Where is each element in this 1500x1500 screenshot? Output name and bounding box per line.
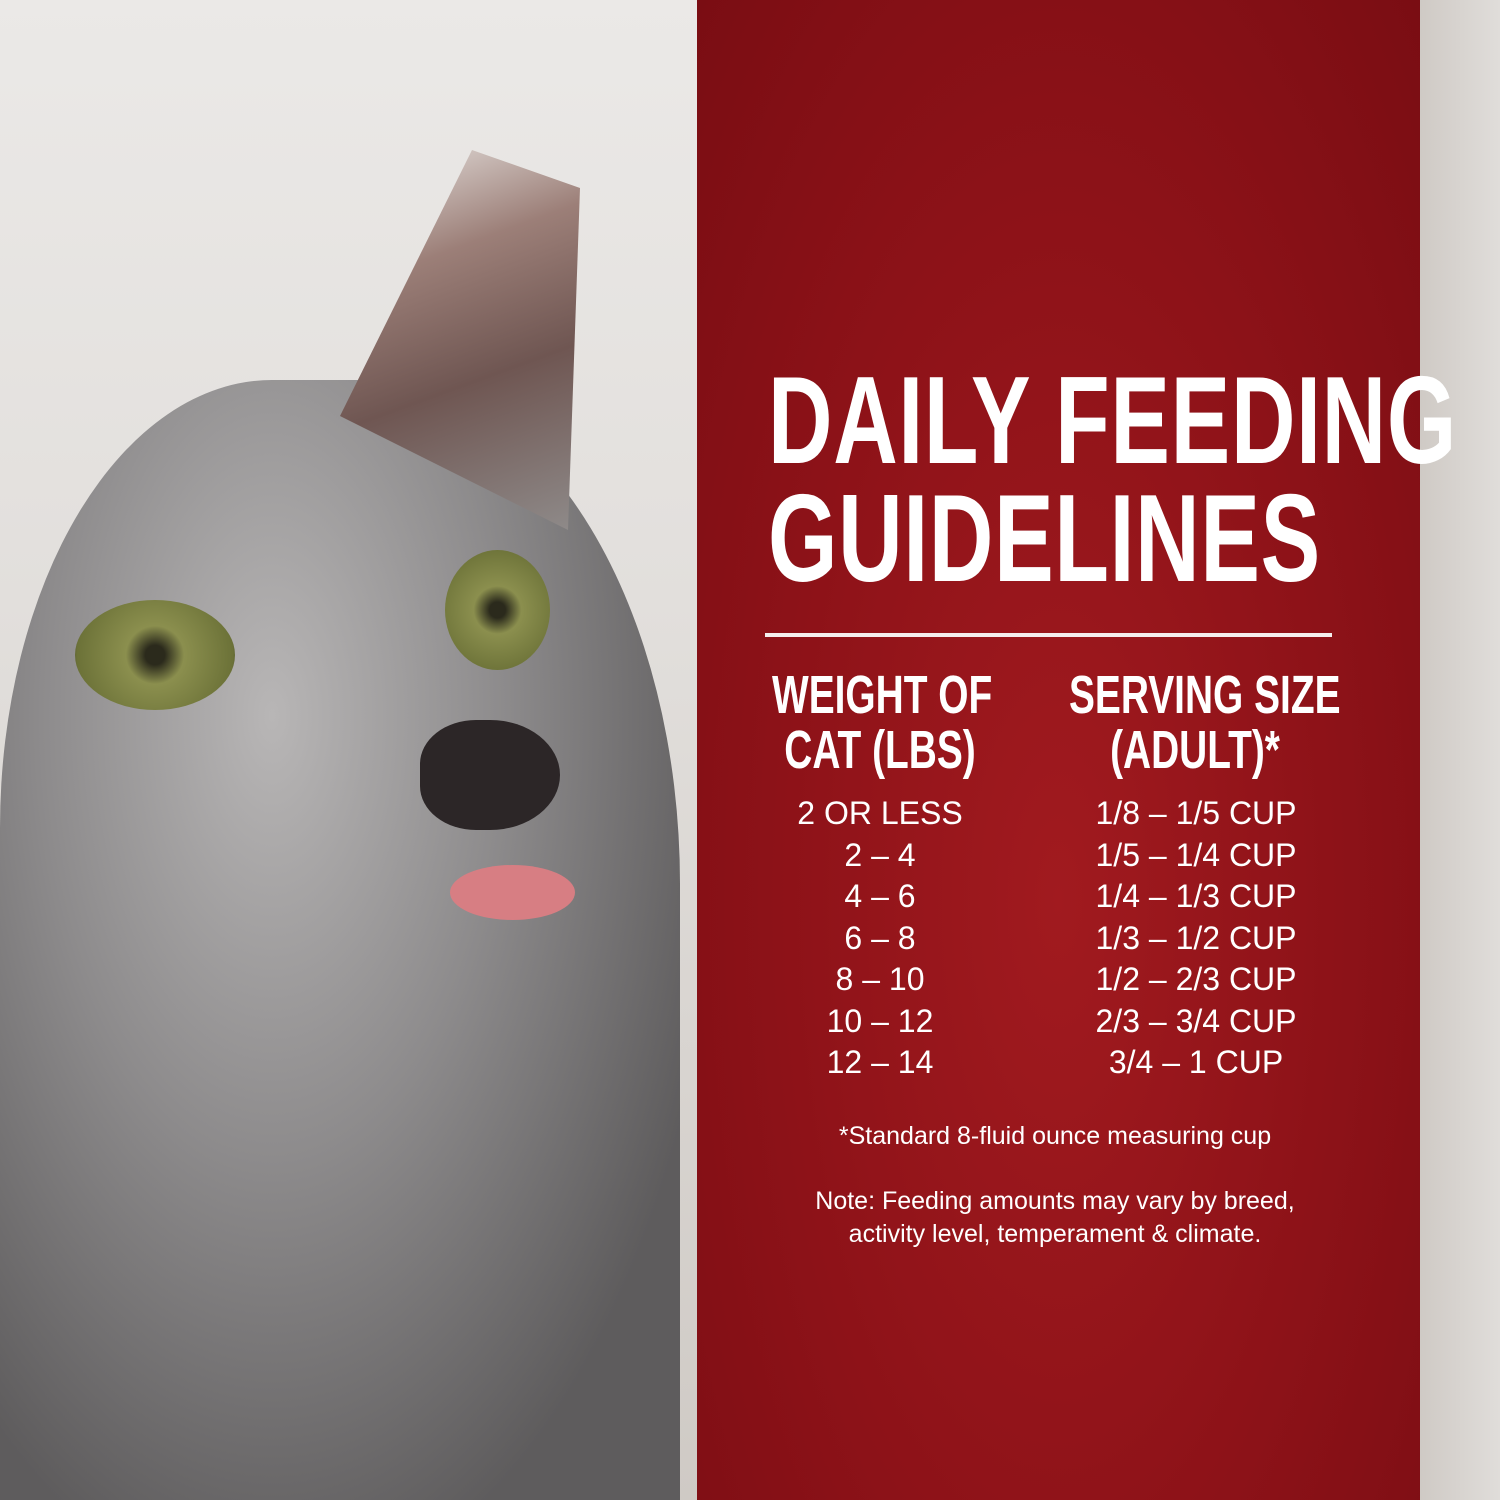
note-line-2: activity level, temperament & climate. [848,1220,1262,1248]
serving-cell: 3/4 – 1 CUP [1108,1044,1284,1080]
serving-cell: 2/3 – 3/4 CUP [1095,1002,1297,1039]
weight-cell: 2 – 4 [844,836,916,873]
weight-cell: 12 – 14 [826,1044,934,1080]
cat-tongue [450,865,575,920]
serving-cell: 1/4 – 1/3 CUP [1095,878,1297,914]
serving-header: SERVING SIZE (ADULT)* [1069,665,1341,780]
background-strip [1420,0,1500,1500]
weight-column: 2 OR LESS 2 – 4 4 – 6 6 – 8 8 – 10 10 – … [760,793,1000,1084]
serving-header-line-2: (ADULT)* [1110,720,1280,780]
serving-cell: 1/8 – 1/5 CUP [1095,795,1297,831]
weight-cell: 4 – 6 [844,878,916,914]
weight-header: WEIGHT OF CAT (LBS) [772,665,993,780]
footnote: *Standard 8-fluid ounce measuring cup [838,1122,1272,1150]
weight-header-line-1: WEIGHT OF [772,665,993,725]
cat-photo [0,0,697,1500]
serving-cell: 1/2 – 2/3 CUP [1095,961,1297,997]
cat-eye-right [445,550,550,670]
title-line-1: DAILY FEEDING [768,352,1458,490]
serving-cell: 1/3 – 1/2 CUP [1095,919,1297,956]
page-title: DAILY FEEDING GUIDELINES [768,352,1458,608]
weight-header-line-2: CAT (LBS) [784,720,976,780]
cat-eye-left [75,600,235,710]
serving-cell: 1/5 – 1/4 CUP [1095,836,1297,873]
divider [765,633,1332,637]
serving-column: 1/8 – 1/5 CUP 1/5 – 1/4 CUP 1/4 – 1/3 CU… [1050,793,1342,1084]
cat-nose [420,720,560,830]
weight-cell: 8 – 10 [835,961,925,997]
cat-body [0,380,680,1500]
title-line-2: GUIDELINES [768,470,1321,608]
weight-cell: 6 – 8 [844,919,916,956]
feeding-panel [697,0,1420,1500]
note: Note: Feeding amounts may vary by breed,… [740,1185,1370,1251]
weight-cell: 10 – 12 [826,1002,934,1039]
serving-header-line-1: SERVING SIZE [1069,665,1341,725]
note-line-1: Note: Feeding amounts may vary by breed, [815,1187,1295,1215]
weight-cell: 2 OR LESS [797,795,963,831]
